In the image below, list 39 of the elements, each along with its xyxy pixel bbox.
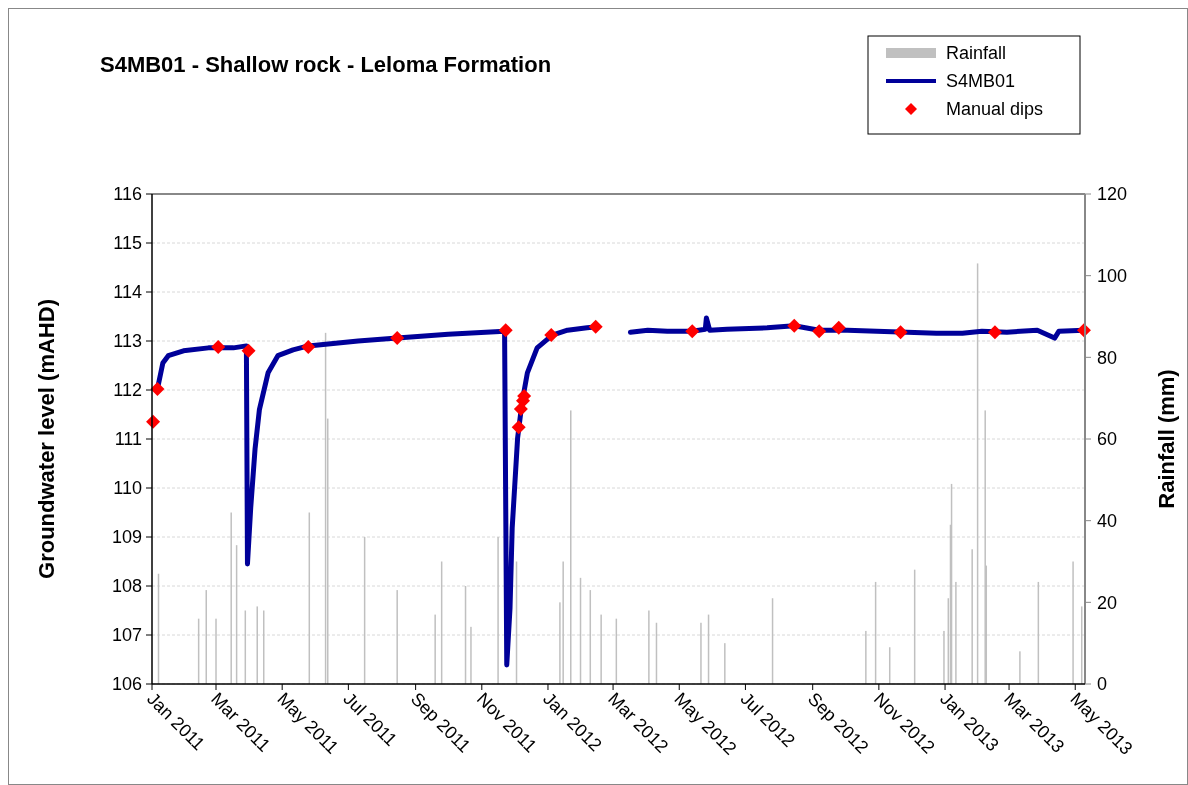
y2-tick-label: 40 (1097, 510, 1118, 531)
point (588, 319, 603, 334)
point (787, 318, 802, 333)
y-tick-label: 109 (111, 527, 142, 548)
y-tick-label: 114 (113, 282, 142, 303)
point (211, 339, 226, 354)
legend-label: S4MB01 (946, 71, 1016, 92)
y-tick-label: 116 (113, 184, 142, 205)
point (812, 324, 827, 339)
point (511, 420, 526, 435)
legend-label: Manual dips (946, 99, 1044, 120)
y-tick-label: 110 (113, 478, 142, 499)
legend-label: Rainfall (946, 43, 1007, 64)
point (893, 325, 908, 340)
point (301, 339, 316, 354)
point (544, 328, 559, 343)
y-tick-label: 108 (111, 576, 142, 597)
y2-axis-title: Rainfall (mm) (1154, 369, 1179, 509)
y2-tick-label: 60 (1097, 429, 1118, 450)
chart-title: S4MB01 - Shallow rock - Leloma Formation (100, 52, 552, 77)
point (685, 324, 700, 339)
y-tick-label: 112 (113, 380, 142, 401)
point (498, 323, 513, 338)
y2-tick-label: 80 (1097, 347, 1118, 368)
y2-tick-label: 100 (1097, 265, 1128, 286)
point (831, 320, 846, 335)
point (150, 382, 165, 397)
y-tick-label: 111 (114, 429, 142, 450)
y-tick-label: 107 (111, 625, 142, 646)
y2-tick-label: 120 (1097, 184, 1128, 205)
y2-tick-label: 20 (1097, 592, 1118, 613)
y-axis-title: Groundwater level (mAHD) (34, 299, 59, 579)
point (390, 331, 405, 346)
point (987, 325, 1002, 340)
y2-tick-label: 0 (1097, 674, 1108, 695)
y-tick-label: 113 (113, 331, 142, 352)
point (241, 343, 256, 358)
y-tick-label: 115 (113, 233, 142, 254)
y-tick-label: 106 (111, 674, 142, 695)
